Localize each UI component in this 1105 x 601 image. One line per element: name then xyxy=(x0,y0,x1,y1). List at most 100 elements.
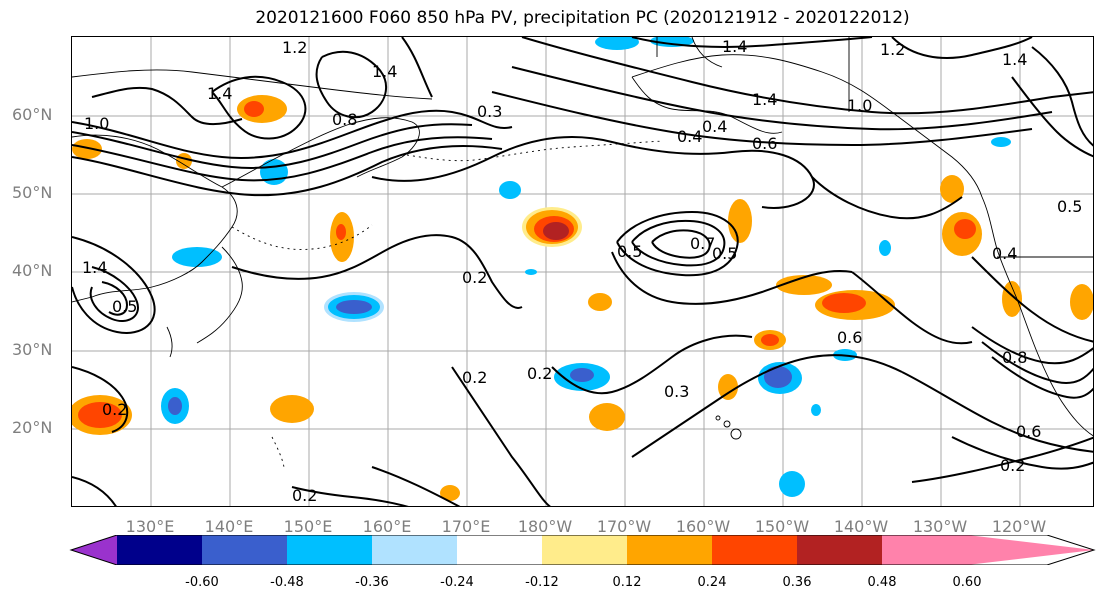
contour-1 xyxy=(72,109,513,159)
precip-neg-150w-core xyxy=(764,366,792,388)
precip-pos-60n-core xyxy=(244,101,264,117)
precip-pos-175w xyxy=(588,293,612,311)
colorbar-segment-2 xyxy=(202,535,287,565)
precip-pos-180w-core xyxy=(543,222,569,240)
precip-neg-135e-core xyxy=(168,397,182,415)
contour-33 xyxy=(631,354,903,458)
graticule xyxy=(72,37,1093,506)
contour-label-5: 1.4 xyxy=(722,37,747,56)
lon-label-150w: 150°W xyxy=(754,517,810,536)
lon-label-140w: 140°W xyxy=(833,517,889,536)
lon-label-170w: 170°W xyxy=(596,517,652,536)
precip-shading xyxy=(72,37,1093,501)
contour-20 xyxy=(231,234,523,309)
contour-label-12: 0.6 xyxy=(752,134,777,153)
coastlines xyxy=(72,37,1093,468)
lon-label-150e: 150°E xyxy=(283,517,333,536)
contour-10 xyxy=(511,66,1053,131)
contour-30 xyxy=(991,356,1093,399)
contour-label-13: 0.4 xyxy=(677,127,702,146)
contour-label-6: 1.4 xyxy=(1002,50,1027,69)
contour-9 xyxy=(521,37,1093,115)
precip-neg-135w xyxy=(879,240,891,256)
contour-26 xyxy=(851,271,973,345)
precip-neg-175e xyxy=(499,181,521,199)
precip-neg-coast xyxy=(991,137,1011,147)
hawaii-3 xyxy=(715,415,721,421)
contour-label-26: 0.6 xyxy=(1016,422,1041,441)
precip-neg-north xyxy=(595,37,639,50)
contour-24 xyxy=(611,251,853,305)
contour-label-28: 0.2 xyxy=(292,486,317,505)
colorbar xyxy=(69,535,1096,565)
lon-label-160w: 160°W xyxy=(675,517,731,536)
precip-pos-150e xyxy=(270,395,314,423)
contour-22 xyxy=(631,219,726,267)
precip-pos-150w xyxy=(776,275,832,295)
colorbar-segment-4 xyxy=(372,535,457,565)
colorbar-segment-10 xyxy=(882,535,967,565)
lon-label-130w: 130°W xyxy=(912,517,968,536)
precip-pos-west-55n xyxy=(72,139,102,159)
precip-neg-175w-core xyxy=(570,368,594,382)
contour-28 xyxy=(971,326,1093,365)
colorbar-tick-4: -0.24 xyxy=(440,575,474,590)
contour-label-group: 1.2 1.4 1.4 1.2 1.4 1.4 1.0 0.8 0.3 1.4 … xyxy=(82,37,1082,505)
colorbar-outline xyxy=(69,535,1096,565)
contour-label-29: 0.2 xyxy=(102,400,127,419)
islands-pacific xyxy=(271,436,285,468)
precip-neg-150e xyxy=(260,159,288,185)
colorbar-segment-6 xyxy=(542,535,627,565)
contour-label-21: 0.2 xyxy=(527,364,552,383)
precip-neg-140e xyxy=(172,247,222,267)
contour-label-19: 0.4 xyxy=(992,244,1017,263)
contour-8 xyxy=(401,37,433,98)
contour-12 xyxy=(631,37,873,48)
contour-38 xyxy=(371,466,461,506)
contour-29 xyxy=(981,341,1093,384)
contour-19 xyxy=(101,281,129,316)
colorbar-tick-5: -0.12 xyxy=(525,575,559,590)
contour-label-7: 1.0 xyxy=(84,114,109,133)
colorbar-extend-left xyxy=(71,535,117,565)
colorbar-segment-1 xyxy=(117,535,202,565)
coast-alaska xyxy=(631,54,983,198)
contour-13 xyxy=(891,37,1033,59)
contour-label-4: 1.2 xyxy=(880,40,905,59)
lat-label-60n: 60°N xyxy=(12,105,53,124)
lat-label-20n: 20°N xyxy=(12,418,53,437)
contour-6 xyxy=(211,75,307,140)
contour-36 xyxy=(911,436,1093,483)
contour-label-1: 1.2 xyxy=(282,38,307,57)
lon-label-140e: 140°E xyxy=(204,517,254,536)
contour-32 xyxy=(551,334,753,395)
contour-18 xyxy=(89,266,139,322)
colorbar-tick-1: -0.60 xyxy=(185,575,219,590)
contour-39 xyxy=(72,366,129,433)
precip-pos-160e-core xyxy=(336,224,346,240)
lat-label-30n: 30°N xyxy=(12,340,53,359)
contour-27 xyxy=(971,256,1093,343)
coast-arctic-asia xyxy=(72,69,433,100)
precip-neg-small xyxy=(811,404,821,416)
contour-25 xyxy=(811,176,963,220)
contour-4 xyxy=(72,144,503,197)
contour-7 xyxy=(315,50,387,119)
precip-pos-coast-core xyxy=(954,219,976,239)
contour-label-25: 0.8 xyxy=(1002,348,1027,367)
colorbar-segment-7 xyxy=(627,535,712,565)
colorbar-segment-3 xyxy=(287,535,372,565)
contour-31 xyxy=(451,366,551,506)
precip-pos-south xyxy=(440,485,460,501)
colorbar-tick-10: 0.60 xyxy=(952,575,982,590)
colorbar-tick-3: -0.36 xyxy=(355,575,389,590)
lon-label-130e: 130°E xyxy=(125,517,175,536)
precip-pos-west-20n-core xyxy=(78,402,122,428)
precip-pos-160w xyxy=(728,199,752,243)
colorbar-tick-9: 0.48 xyxy=(867,575,897,590)
contour-label-24: 0.6 xyxy=(837,328,862,347)
precip-neg-145w xyxy=(779,471,805,497)
colorbar-extend-right xyxy=(967,535,1094,565)
colorbar-tick-2: -0.48 xyxy=(270,575,304,590)
contour-label-30: 0.5 xyxy=(112,297,137,316)
